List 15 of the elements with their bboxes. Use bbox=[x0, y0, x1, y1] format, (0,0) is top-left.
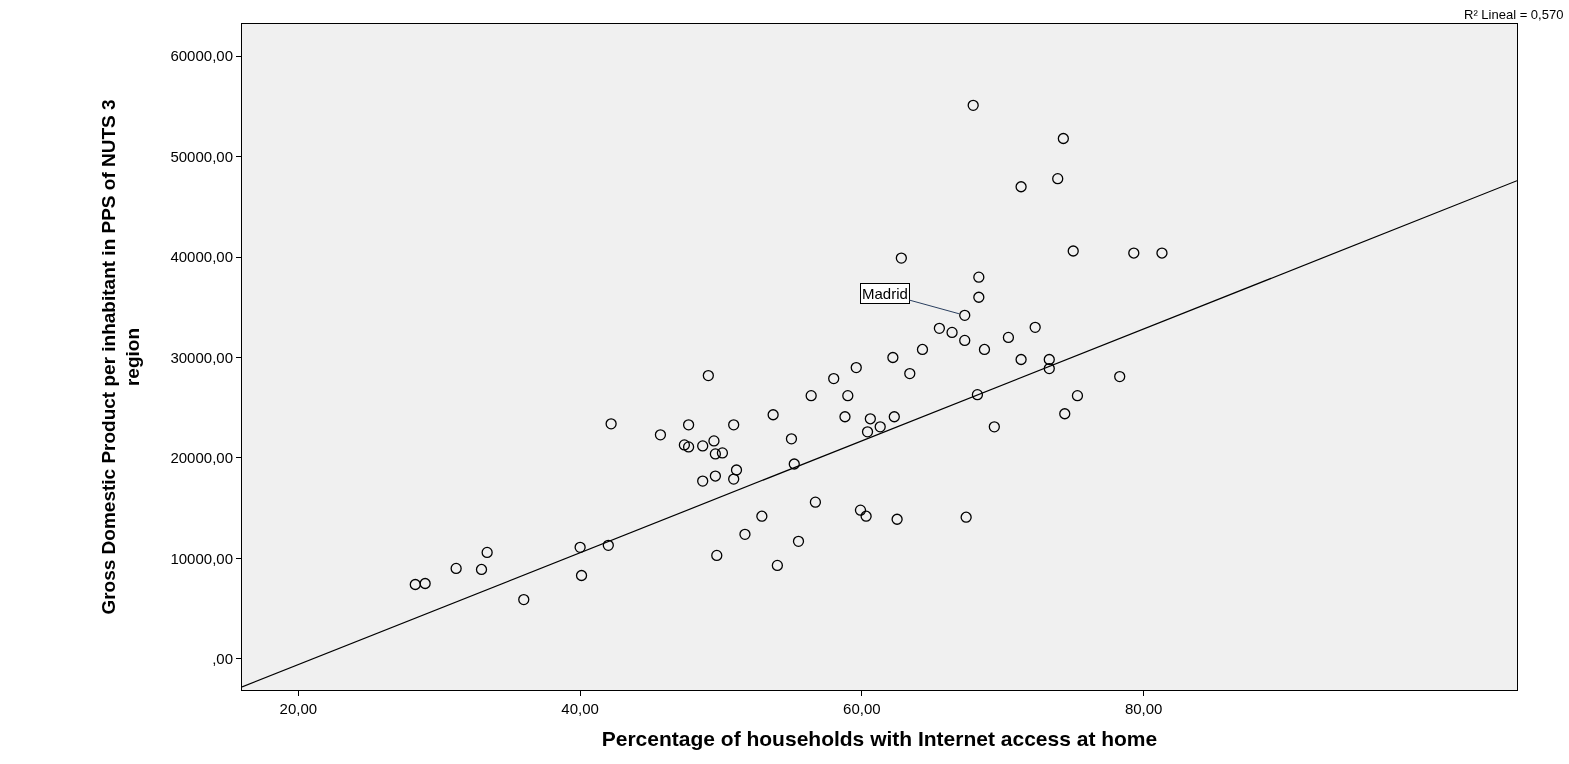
y-tick-label: 30000,00 bbox=[170, 348, 233, 366]
x-tick-label: 60,00 bbox=[843, 700, 881, 717]
x-axis-title: Percentage of households with Internet access at home bbox=[601, 727, 1158, 751]
y-tick-label: 50000,00 bbox=[170, 147, 233, 165]
y-tick-label: 10000,00 bbox=[170, 549, 233, 567]
x-tick-label: 80,00 bbox=[1124, 700, 1163, 717]
y-tick-label: ,00 bbox=[212, 650, 233, 668]
y-tick-label: 60000,00 bbox=[170, 47, 233, 65]
y-axis-title: Gross Domestic Product per inhabitant in PPS of NUTS 3 region bbox=[97, 99, 144, 615]
x-tick-label: 20,00 bbox=[279, 700, 318, 717]
annotation: Madrid bbox=[862, 285, 908, 302]
y-tick-label: 20000,00 bbox=[170, 449, 233, 467]
text: R² Lineal = 0,570 bbox=[1464, 7, 1564, 22]
y-tick-label: 40000,00 bbox=[170, 248, 233, 266]
x-tick-label: 40,00 bbox=[561, 700, 599, 717]
